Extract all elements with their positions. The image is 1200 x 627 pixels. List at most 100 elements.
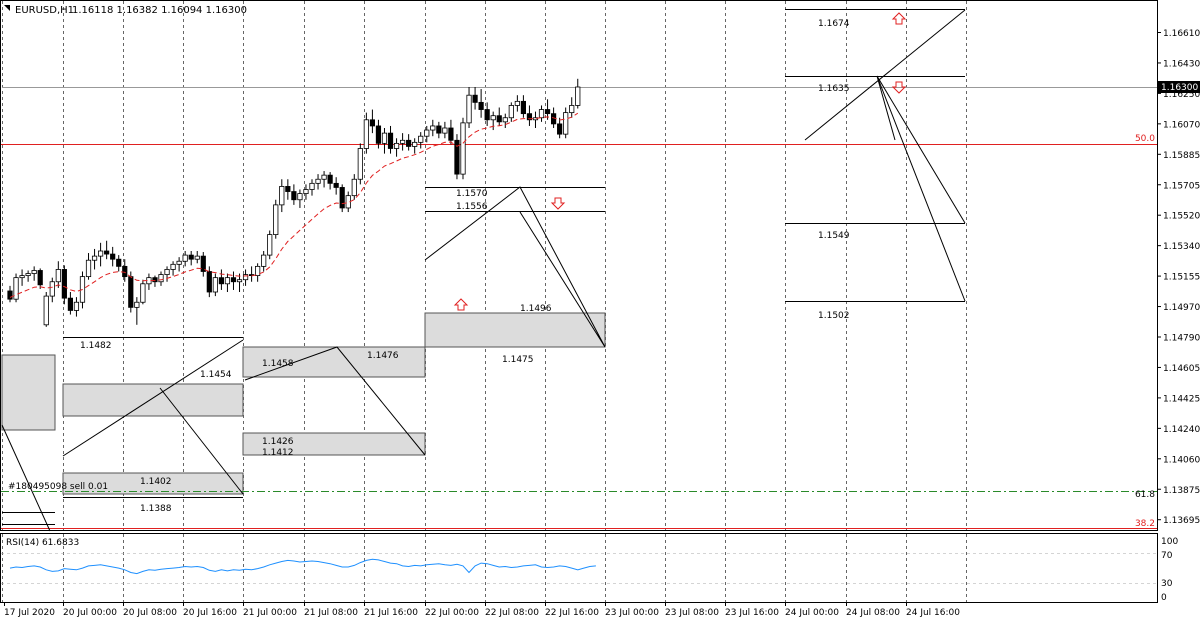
time-tick-label: 22 Jul 16:00: [545, 608, 599, 618]
trend-down-4b: [876, 75, 966, 302]
candle-body-bear: [436, 125, 442, 134]
candle-body-bull: [321, 174, 327, 180]
candle: [399, 133, 406, 151]
candle: [381, 128, 388, 154]
candle: [73, 297, 80, 317]
candle-body-bear: [387, 132, 394, 149]
price-tick-label: 1.16070: [1163, 120, 1200, 130]
time-tick-label: 23 Jul 00:00: [605, 608, 659, 618]
candle-body-bear: [327, 174, 333, 184]
level-label: 1.1635: [818, 84, 850, 94]
candle-body-bear: [526, 113, 533, 121]
candle-body-bull: [569, 105, 575, 114]
candle: [557, 117, 563, 139]
candle: [472, 87, 478, 110]
candle-body-bull: [182, 254, 188, 262]
time-tick-label: 24 Jul 08:00: [846, 608, 900, 618]
level-label: 1.1570: [456, 189, 488, 199]
candle: [31, 266, 37, 281]
candle: [61, 265, 67, 305]
candle: [116, 255, 122, 272]
candle: [13, 273, 19, 303]
candle-body-bull: [279, 186, 285, 206]
candle: [267, 230, 273, 260]
candle-body-bull: [490, 115, 496, 121]
candle-body-bull: [442, 127, 448, 134]
dropdown-arrow-icon[interactable]: [4, 5, 10, 11]
candle: [424, 125, 430, 143]
candle: [321, 171, 327, 188]
candle-body-bear: [230, 277, 237, 283]
candle-body-bear: [544, 109, 551, 115]
candle-body-bull: [212, 277, 218, 293]
candle: [212, 273, 218, 297]
candle: [333, 177, 339, 195]
candle: [170, 261, 176, 276]
time-tick-label: 22 Jul 00:00: [425, 608, 479, 618]
candle: [19, 269, 25, 286]
price-tick-label: 1.16250: [1163, 90, 1200, 100]
candle-body-bull: [532, 117, 539, 121]
arrow-up-icon: [453, 298, 469, 311]
candle-body-bull: [91, 255, 98, 261]
candle: [279, 179, 285, 213]
price-tick-label: 1.13875: [1163, 486, 1200, 496]
zone-1426: [242, 432, 426, 456]
price-tick-label: 1.14060: [1163, 455, 1200, 465]
candle-body-bull: [158, 274, 164, 283]
zone-left: [1, 354, 56, 431]
candle: [484, 102, 490, 126]
candle: [164, 266, 170, 282]
time-tick-label: 20 Jul 16:00: [183, 608, 237, 618]
level-label: 1.1412: [262, 448, 294, 458]
arrow-up-icon: [891, 12, 907, 25]
rsi-indicator: [9, 558, 596, 575]
candle: [224, 273, 231, 292]
candle-body-bear: [484, 109, 490, 121]
time-tick-label: 17 Jul 2020: [4, 608, 55, 618]
candle-body-bull: [466, 94, 472, 124]
price-tick-label: 1.15520: [1163, 212, 1200, 222]
candle: [206, 266, 212, 298]
trend-up-1: [62, 339, 244, 457]
candle: [538, 105, 545, 122]
candle-body-bear: [206, 271, 212, 293]
candle: [158, 271, 164, 286]
candle-body-bear: [448, 127, 454, 141]
candle-body-bull: [224, 277, 231, 285]
signal-arrows: [453, 12, 907, 311]
level-label: 1.1496: [520, 304, 552, 314]
candle: [182, 251, 188, 267]
candle-body-bull: [98, 250, 104, 257]
time-tick-label: 21 Jul 16:00: [364, 608, 418, 618]
time-tick-label: 20 Jul 08:00: [123, 608, 177, 618]
level-label: 1.1476: [367, 351, 399, 361]
price-tick-label: 1.16430: [1163, 59, 1200, 69]
rsi-tick: 0: [1161, 593, 1167, 603]
price-tick-label: 1.14425: [1163, 394, 1200, 404]
price-tick-label: 1.14240: [1163, 425, 1200, 435]
candle-body-bull: [315, 178, 321, 184]
candle: [393, 138, 400, 157]
candle-body-bull: [140, 283, 146, 303]
candle-body-bear: [152, 277, 158, 283]
candle-body-bull: [460, 122, 466, 175]
candle: [375, 119, 382, 149]
trend-down-1: [159, 387, 244, 495]
candle-body-bear: [116, 258, 122, 267]
fib-382-label: 38.2: [1135, 519, 1155, 529]
candle-body-bear: [454, 139, 460, 175]
level-label: 1.1482: [80, 341, 112, 351]
zone-1454: [62, 383, 244, 417]
candle-body-bull: [267, 234, 273, 256]
trend-triangle-3: [424, 186, 606, 348]
candle: [563, 107, 569, 139]
candle-body-bull: [19, 275, 25, 279]
candle-body-bear: [496, 115, 502, 123]
candle-body-bull: [393, 142, 400, 149]
candle: [466, 87, 472, 128]
candle-body-bear: [188, 254, 194, 260]
candle-body-bull: [399, 139, 406, 144]
